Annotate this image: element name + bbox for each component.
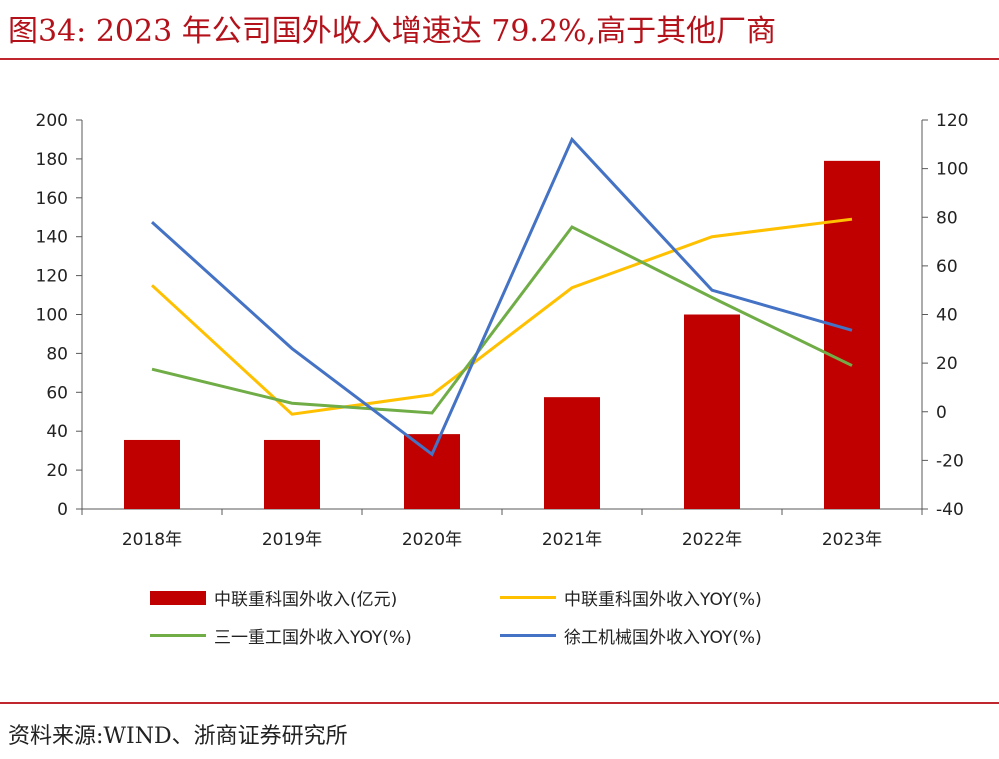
right-tick-label: -20 [936,451,964,471]
left-tick-label: 140 [36,228,68,248]
series-line [151,225,853,415]
legend-label: 中联重科国外收入(亿元) [214,590,398,610]
legend-label: 三一重工国外收入YOY(%) [214,628,412,648]
bar [264,439,320,509]
x-tick-label: 2023年 [822,530,882,550]
left-tick-label: 0 [57,500,68,520]
legend-label: 徐工机械国外收入YOY(%) [564,628,762,648]
left-tick-label: 40 [46,422,68,442]
left-tick-label: 160 [36,189,68,209]
x-tick-label: 2020年 [402,530,462,550]
left-tick-label: 100 [36,306,68,326]
legend-item-sany-yoy: 三一重工国外收入YOY(%) [150,623,412,648]
legend-swatch-line [500,634,556,637]
legend-item-zoomlion-revenue: 中联重科国外收入(亿元) [150,585,397,610]
right-tick-label: -40 [936,500,964,520]
right-tick-label: 120 [936,111,968,131]
title-rule [0,58,999,60]
figure-title: 图34: 2023 年公司国外收入增速达 79.2%,高于其他厂商 [8,14,777,49]
legend-swatch-bar [150,590,206,605]
left-tick-label: 60 [46,383,68,403]
source-note: 资料来源:WIND、浙商证券研究所 [8,724,348,749]
right-tick-label: 40 [936,306,958,326]
x-tick-label: 2022年 [682,530,742,550]
left-tick-label: 120 [36,267,68,287]
left-tick-label: 80 [46,344,68,364]
x-tick-label: 2018年 [122,530,182,550]
left-tick-label: 20 [46,461,68,481]
legend-label: 中联重科国外收入YOY(%) [564,590,762,610]
bar [684,314,740,509]
series-line [150,217,853,416]
footer-rule [0,702,999,704]
legend-swatch-line [150,634,206,637]
right-tick-label: 80 [936,208,958,228]
bar [544,397,600,509]
left-tick-label: 200 [36,111,68,131]
right-tick-label: 0 [936,403,947,423]
bar [824,160,880,509]
legend-swatch-line [500,596,556,599]
x-tick-label: 2021年 [542,530,602,550]
x-tick-label: 2019年 [262,530,322,550]
bar [404,434,460,509]
legend-item-zoomlion-yoy: 中联重科国外收入YOY(%) [500,585,762,610]
legend-item-xcmg-yoy: 徐工机械国外收入YOY(%) [500,623,762,648]
right-tick-label: 60 [936,257,958,277]
bar [124,439,180,509]
series-line [150,136,853,457]
right-tick-label: 100 [936,160,968,180]
left-tick-label: 180 [36,150,68,170]
chart: 0 20 40 60 80 100 120 140 160 180 200 -40 -20 0 20 40 60… [36,111,969,550]
right-tick-label: 20 [936,354,958,374]
